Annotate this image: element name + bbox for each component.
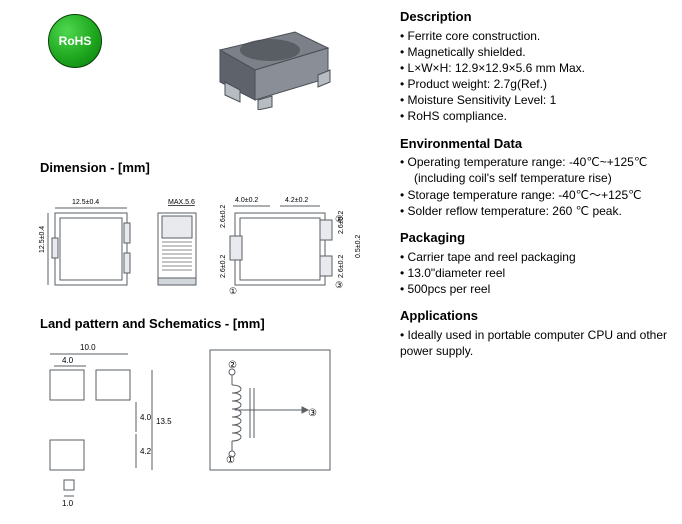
packaging-title: Packaging	[400, 229, 670, 247]
dim-side: 0.5±0.2	[355, 235, 362, 258]
dim-rh2: 2.6±0.2	[220, 255, 227, 278]
dim-left-h: 12.5±0.4	[39, 226, 46, 253]
desc-item: Magnetically shielded.	[400, 44, 670, 60]
packaging-list: Carrier tape and reel packaging 13.0"dia…	[400, 249, 670, 298]
sch-p3: ③	[308, 408, 317, 419]
desc-item: Moisture Sensitivity Level: 1	[400, 92, 670, 108]
pack-item: 13.0"diameter reel	[400, 265, 670, 281]
desc-item: L×W×H: 12.9×12.9×5.6 mm Max.	[400, 60, 670, 76]
app-item: Ideally used in portable computer CPU an…	[400, 327, 670, 359]
env-item: Solder reflow temperature: 260 ℃ peak.	[400, 203, 670, 219]
land-h4b: 4.2	[140, 447, 152, 456]
land-h4a: 4.0	[140, 413, 152, 422]
dim-rh1: 2.6±0.2	[220, 205, 227, 228]
pin-3: ③	[335, 280, 343, 290]
rohs-badge: RoHS	[48, 14, 102, 68]
applications-title: Applications	[400, 307, 670, 325]
land-w1: 1.0	[62, 499, 74, 508]
environmental-list: Operating temperature range: -40℃~+125℃	[400, 154, 670, 170]
applications-list: Ideally used in portable computer CPU an…	[400, 327, 670, 359]
land-w4: 4.0	[62, 356, 74, 365]
pack-item: Carrier tape and reel packaging	[400, 249, 670, 265]
description-title: Description	[400, 8, 670, 26]
pack-item: 500pcs per reel	[400, 281, 670, 297]
env-item: Operating temperature range: -40℃~+125℃	[400, 154, 670, 170]
product-3d-render	[200, 20, 340, 110]
env-item-sub: (including coil's self temperature rise)	[400, 170, 670, 186]
dim-top-w: 12.5±0.4	[72, 199, 99, 206]
dimension-drawings: 12.5±0.4 12.5±0.4 MAX.5.6	[30, 188, 380, 298]
dim-rh4: 2.6±0.2	[338, 255, 345, 278]
desc-item: RoHS compliance.	[400, 108, 670, 124]
dimension-heading: Dimension - [mm]	[40, 160, 150, 175]
land-pattern-heading: Land pattern and Schematics - [mm]	[40, 316, 265, 331]
dim-r1: 4.0±0.2	[235, 197, 258, 204]
desc-item: Product weight: 2.7g(Ref.)	[400, 76, 670, 92]
pin-2: ②	[335, 214, 343, 224]
dim-max-h: MAX.5.6	[168, 199, 195, 206]
land-w10: 10.0	[80, 343, 96, 352]
right-column: Description Ferrite core construction. M…	[400, 8, 670, 359]
environmental-title: Environmental Data	[400, 135, 670, 153]
description-list: Ferrite core construction. Magnetically …	[400, 28, 670, 125]
rohs-label: RoHS	[59, 34, 92, 48]
land-h135: 13.5	[156, 417, 172, 426]
land-pattern-drawings: 10.0 4.0 4.0 4.2 13.5 1.0	[40, 340, 350, 510]
desc-item: Ferrite core construction.	[400, 28, 670, 44]
dim-r2: 4.2±0.2	[285, 197, 308, 204]
environmental-list2: Storage temperature range: -40℃～+125℃ So…	[400, 187, 670, 219]
env-item: Storage temperature range: -40℃～+125℃	[400, 187, 670, 203]
pin-1: ①	[229, 286, 237, 296]
